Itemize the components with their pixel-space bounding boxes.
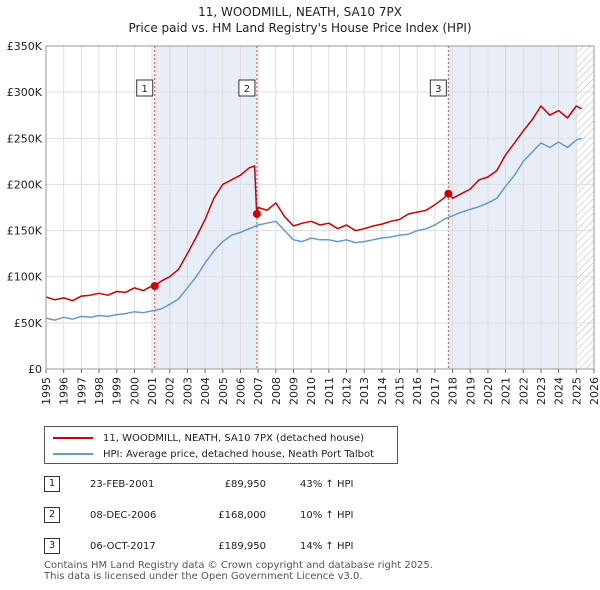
x-tick-label: 2011 (323, 377, 336, 405)
x-tick-label: 2017 (429, 377, 442, 405)
legend-swatch-property (53, 437, 93, 439)
x-tick-label: 2020 (482, 377, 495, 405)
sale-date: 08-DEC-2006 (90, 509, 157, 521)
x-tick-label: 2023 (535, 377, 548, 405)
x-tick-label: 2006 (234, 377, 247, 405)
sale-number-badge: 3 (44, 538, 60, 554)
x-tick-label: 2007 (252, 377, 265, 405)
chart-subtitle: Price paid vs. HM Land Registry's House … (128, 21, 472, 35)
sale-row: 1 23-FEB-2001 £89,950 43% ↑ HPI (44, 476, 404, 492)
legend-item-property: 11, WOODMILL, NEATH, SA10 7PX (detached … (53, 431, 364, 445)
x-tick-label: 2008 (270, 377, 283, 405)
x-tick-label: 2009 (287, 377, 300, 405)
sale-hpi-change: 43% ↑ HPI (300, 478, 354, 490)
x-tick-label: 1996 (58, 377, 71, 405)
y-tick-label: £50K (14, 317, 43, 330)
sale-number-badge: 1 (44, 476, 60, 492)
x-tick-label: 1997 (75, 377, 88, 405)
x-tick-label: 2004 (199, 377, 212, 405)
x-tick-label: 2012 (341, 377, 354, 405)
y-tick-label: £150K (7, 225, 43, 238)
x-tick-label: 2010 (305, 377, 318, 405)
x-tick-label: 2022 (517, 377, 530, 405)
x-tick-label: 2001 (146, 377, 159, 405)
x-tick-label: 1999 (111, 377, 124, 405)
legend-item-hpi: HPI: Average price, detached house, Neat… (53, 447, 374, 461)
chart-title: 11, WOODMILL, NEATH, SA10 7PX (198, 5, 402, 19)
footer-attribution: Contains HM Land Registry data © Crown c… (44, 560, 433, 582)
sale-price: £189,950 (218, 540, 266, 552)
property-price-line (46, 105, 582, 302)
hpi-line (46, 137, 582, 321)
x-tick-label: 1998 (93, 377, 106, 405)
sale-row: 2 08-DEC-2006 £168,000 10% ↑ HPI (44, 507, 404, 523)
chart-legend: 11, WOODMILL, NEATH, SA10 7PX (detached … (44, 426, 398, 464)
sale-hpi-change: 14% ↑ HPI (300, 540, 354, 552)
x-tick-label: 2025 (570, 377, 583, 405)
sale-number-badge: 2 (44, 507, 60, 523)
ownership-shade (448, 46, 577, 369)
x-tick-label: 2021 (500, 377, 513, 405)
forecast-hatch (576, 46, 594, 369)
sale-label-number: 3 (435, 84, 441, 95)
x-tick-label: 2003 (181, 377, 194, 405)
sale-price: £89,950 (224, 478, 266, 490)
legend-swatch-hpi (53, 453, 93, 455)
x-tick-label: 2005 (217, 377, 230, 405)
price-chart: £0 £50K £100K £150K £200K £250K £300K £350K 1995… (7, 40, 600, 405)
sale-label-box (238, 79, 256, 97)
y-tick-label: £100K (7, 271, 43, 284)
sale-point (252, 209, 261, 218)
x-tick-label: 2024 (553, 377, 566, 405)
x-tick-label: 2000 (128, 377, 141, 405)
x-tick-label: 2018 (447, 377, 460, 405)
y-tick-label: £0 (28, 363, 42, 376)
legend-label-hpi: HPI: Average price, detached house, Neat… (103, 448, 375, 460)
sale-hpi-change: 10% ↑ HPI (300, 509, 354, 521)
x-tick-label: 2016 (411, 377, 424, 405)
x-tick-label: 2026 (588, 377, 600, 405)
footer-line-1: Contains HM Land Registry data © Crown c… (44, 560, 433, 571)
sale-row: 3 06-OCT-2017 £189,950 14% ↑ HPI (44, 538, 404, 554)
y-tick-label: £200K (7, 178, 43, 191)
footer-line-2: This data is licensed under the Open Gov… (44, 571, 363, 582)
x-tick-label: 2014 (376, 377, 389, 405)
sale-label-number: 1 (142, 84, 148, 95)
sale-label-number: 2 (244, 84, 250, 95)
ownership-shade (154, 46, 257, 369)
legend-label-property: 11, WOODMILL, NEATH, SA10 7PX (detached … (103, 432, 365, 444)
y-tick-label: £300K (7, 86, 43, 99)
x-tick-label: 1995 (40, 377, 53, 405)
sale-label-box (429, 79, 447, 97)
y-tick-label: £350K (7, 40, 43, 53)
y-tick-label: £250K (7, 132, 43, 145)
sale-price: £168,000 (218, 509, 266, 521)
sale-date: 06-OCT-2017 (90, 540, 156, 552)
sale-label-box (136, 79, 154, 97)
x-tick-label: 2013 (358, 377, 371, 405)
sale-date: 23-FEB-2001 (90, 478, 155, 490)
x-tick-label: 2002 (164, 377, 177, 405)
x-tick-label: 2015 (394, 377, 407, 405)
x-tick-label: 2019 (464, 377, 477, 405)
sale-point (444, 189, 453, 198)
sale-point (150, 281, 159, 290)
